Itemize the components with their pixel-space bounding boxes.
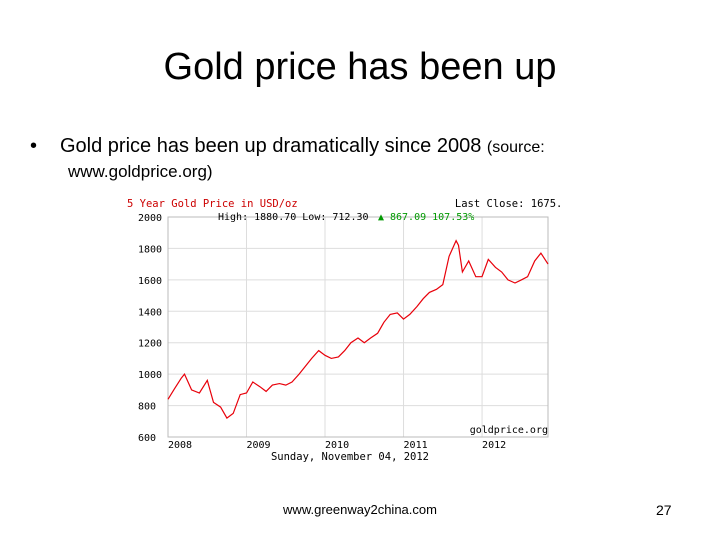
footer-url: www.greenway2china.com [283, 502, 437, 517]
bullet-text-line: Gold price has been up dramatically sinc… [60, 134, 700, 160]
y-tick-label: 1000 [138, 370, 162, 381]
date-caption: Sunday, November 04, 2012 [271, 451, 429, 463]
chart-title: 5 Year Gold Price in USD/oz [127, 198, 298, 210]
bullet-text: Gold price has been up dramatically sinc… [60, 135, 482, 157]
bullet-marker: • [30, 135, 38, 157]
source-prefix: (source: [486, 139, 545, 156]
y-axis-ticks: 600 800 1000 1200 1400 1600 1800 2000 [138, 213, 162, 444]
last-close-label: Last Close: 1675.20 [455, 198, 560, 210]
x-tick-label: 2011 [404, 440, 428, 451]
x-axis-ticks: 2008 2009 2010 2011 2012 [168, 440, 506, 451]
x-tick-label: 2008 [168, 440, 192, 451]
y-tick-label: 1600 [138, 276, 162, 287]
y-tick-label: 800 [138, 402, 156, 413]
chart-background [120, 192, 560, 467]
watermark-text: goldprice.org [470, 425, 548, 436]
y-tick-label: 2000 [138, 213, 162, 224]
y-tick-label: 1800 [138, 244, 162, 255]
source-url: www.goldprice.org) [68, 162, 213, 181]
y-tick-label: 1200 [138, 339, 162, 350]
page-number: 27 [656, 502, 672, 518]
x-tick-label: 2010 [325, 440, 349, 451]
x-tick-label: 2012 [482, 440, 506, 451]
x-tick-label: 2009 [247, 440, 271, 451]
high-low-label: High: 1880.70 Low: 712.30 [218, 212, 369, 223]
slide-title: Gold price has been up [163, 46, 557, 88]
change-arrow: ▲ [378, 212, 384, 223]
change-label: 867.09 107.53% [390, 212, 474, 223]
y-tick-label: 1400 [138, 307, 162, 318]
y-tick-label: 600 [138, 433, 156, 444]
price-series-line [167, 239, 549, 419]
plot-frame [167, 216, 549, 438]
